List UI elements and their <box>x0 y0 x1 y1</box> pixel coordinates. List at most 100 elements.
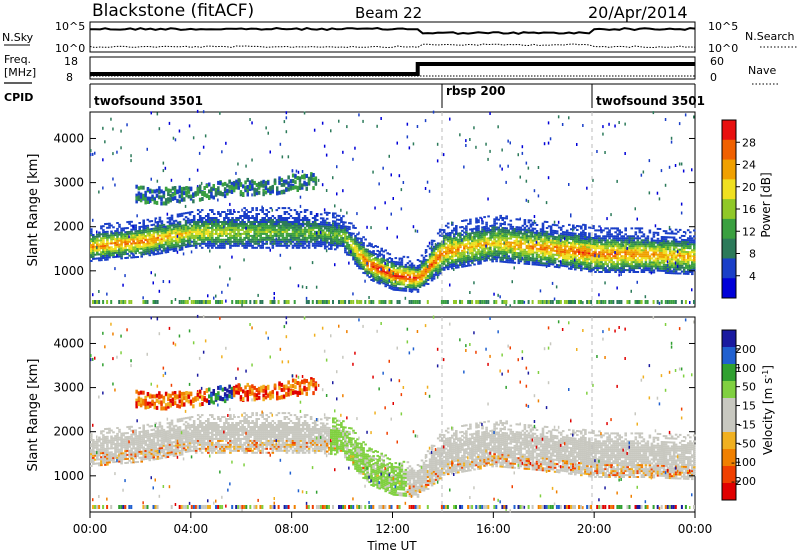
power-cell <box>541 250 545 253</box>
power-cell <box>259 228 262 231</box>
power-cell <box>473 245 476 248</box>
power-noise <box>245 300 248 304</box>
power-cell <box>311 236 315 239</box>
power-cell <box>511 225 515 228</box>
power-cell <box>176 239 180 242</box>
power-cell <box>138 226 141 228</box>
power-cell <box>580 257 583 260</box>
power-cell <box>531 251 535 254</box>
power-cell <box>126 233 129 235</box>
power-cell <box>285 223 289 225</box>
power-cell <box>360 257 363 260</box>
power-cell <box>457 252 460 255</box>
power-noise <box>531 300 534 304</box>
power-cell <box>215 223 218 225</box>
power-cell <box>311 223 315 225</box>
power-cell <box>467 264 470 267</box>
power-cell <box>517 218 521 221</box>
power-cell <box>449 242 452 244</box>
power-noise <box>158 127 161 131</box>
power-cell <box>493 248 496 251</box>
power-cell <box>154 243 158 246</box>
power-cell <box>243 215 246 217</box>
power-cell <box>152 229 156 232</box>
power-cell <box>211 228 214 231</box>
power-cell <box>366 264 369 267</box>
power-cell <box>451 239 454 242</box>
power-cell <box>436 272 440 275</box>
power-cell <box>243 224 246 227</box>
power-cell <box>610 235 613 238</box>
power-cell <box>418 274 422 277</box>
power-cell <box>527 235 531 238</box>
power-cell <box>416 290 420 293</box>
power-cell <box>457 264 460 267</box>
power-cell <box>410 288 414 291</box>
power-cell <box>269 234 273 237</box>
power-cell <box>648 231 652 234</box>
power-cell <box>598 267 601 270</box>
power-cell <box>170 246 174 249</box>
power-cell <box>523 262 527 265</box>
power-cell <box>303 228 307 231</box>
power-cell <box>501 234 504 237</box>
power-cell <box>616 263 619 266</box>
power-cell <box>156 227 160 229</box>
power-cell <box>321 231 325 234</box>
power-cell <box>328 235 331 238</box>
power-cell <box>283 213 287 215</box>
power-cell <box>499 242 502 245</box>
power-cell <box>505 259 508 262</box>
power-noise <box>128 300 131 304</box>
power-cell <box>338 234 341 237</box>
power-cell <box>138 230 141 232</box>
power-cell <box>386 252 389 255</box>
power-cell <box>184 226 188 228</box>
power-cell <box>289 215 293 217</box>
power-cell <box>485 231 488 234</box>
power-cell <box>497 244 500 247</box>
power-cell <box>515 236 519 239</box>
power-cell <box>255 213 258 215</box>
power-cell <box>525 250 529 253</box>
power-cell <box>517 256 521 259</box>
power-cell <box>110 232 113 235</box>
power-noise <box>372 170 374 174</box>
power-cell <box>221 211 224 213</box>
power-cell <box>648 259 652 262</box>
power-cell <box>243 217 246 219</box>
power-cell <box>194 244 198 247</box>
power-cell <box>553 238 557 240</box>
power-cell <box>608 233 611 236</box>
power-cell <box>277 236 281 239</box>
power-noise <box>315 213 318 216</box>
power-cell <box>178 223 182 226</box>
power-cell <box>170 242 174 245</box>
power-cell <box>446 262 450 265</box>
power-cell <box>336 218 339 221</box>
power-cell <box>483 241 486 244</box>
power-cell <box>493 222 496 225</box>
power-noise <box>231 300 234 304</box>
power-cell <box>140 233 143 236</box>
power-cell <box>428 261 432 264</box>
power-cell <box>592 258 595 261</box>
power-cell <box>455 244 458 247</box>
power-cell <box>251 215 254 217</box>
power-cell <box>285 217 289 219</box>
power-noise <box>291 169 294 173</box>
power-cell <box>122 229 125 232</box>
power-cell <box>124 235 127 238</box>
power-cell <box>356 239 359 242</box>
power-cell <box>572 260 575 263</box>
power-noise <box>596 300 599 304</box>
power-cell <box>217 226 220 229</box>
power-noise <box>378 276 380 280</box>
power-cell <box>489 225 492 227</box>
power-cell <box>424 264 428 267</box>
power-cell <box>344 221 347 224</box>
power-noise <box>172 136 175 140</box>
power-cell <box>578 259 581 261</box>
power-cell <box>336 230 339 233</box>
power-cell <box>598 241 601 244</box>
